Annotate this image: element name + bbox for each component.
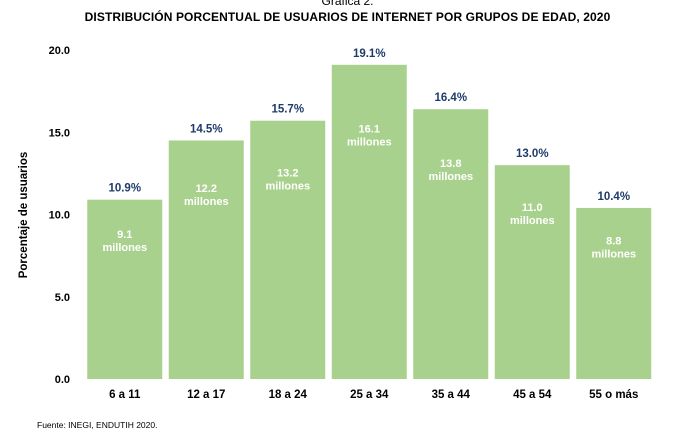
bar-inner-value: 12.2 xyxy=(196,183,217,195)
bars: 10.9%9.1millones14.5%12.2millones15.7%13… xyxy=(87,48,652,380)
bar-value-label: 19.1% xyxy=(353,48,386,60)
y-tick-label: 15.0 xyxy=(49,127,70,139)
bar-inner-value: 13.8 xyxy=(440,158,461,170)
bar-inner-value: 16.1 xyxy=(359,123,380,135)
bar-value-label: 10.9% xyxy=(108,183,141,195)
bar-inner-value: 13.2 xyxy=(277,167,298,179)
bar-value-label: 14.5% xyxy=(190,123,223,135)
x-tick-label: 55 o más xyxy=(589,389,638,401)
y-tick-label: 0.0 xyxy=(55,374,70,386)
bar-inner-value: 11.0 xyxy=(522,202,543,214)
source-note: Fuente: INEGI, ENDUTIH 2020. xyxy=(37,420,158,430)
bar-value-label: 10.4% xyxy=(597,191,630,203)
chart-title: DISTRIBUCIÓN PORCENTUAL DE USUARIOS DE I… xyxy=(84,10,611,24)
y-axis-ticks: 0.0 5.0 10.0 15.0 20.0 xyxy=(49,45,70,386)
y-tick-label: 20.0 xyxy=(49,45,70,57)
x-tick-label: 12 a 17 xyxy=(187,389,225,401)
bar-inner-unit: millones xyxy=(510,215,555,227)
chart-supertitle: Gráfica 2. xyxy=(321,0,374,8)
bar xyxy=(494,165,570,379)
x-tick-label: 18 a 24 xyxy=(269,389,308,401)
bar xyxy=(168,140,244,379)
bar xyxy=(576,207,652,379)
x-tick-label: 35 a 44 xyxy=(432,389,471,401)
bar-inner-unit: millones xyxy=(591,249,636,261)
bar-inner-unit: millones xyxy=(265,180,310,192)
y-tick-label: 10.0 xyxy=(49,210,70,222)
x-tick-label: 6 a 11 xyxy=(109,389,141,401)
bar-inner-unit: millones xyxy=(184,196,229,208)
bar xyxy=(331,64,407,380)
bar-inner-value: 8.8 xyxy=(606,236,621,248)
x-axis-ticks: 6 a 11 12 a 17 18 a 24 25 a 34 35 a 44 45 a 5… xyxy=(109,389,638,401)
bar-value-label: 16.4% xyxy=(434,92,467,104)
x-tick-label: 45 a 54 xyxy=(513,389,552,401)
bar-inner-value: 9.1 xyxy=(117,229,132,241)
bar-value-label: 13.0% xyxy=(516,148,549,160)
bar xyxy=(413,109,489,379)
y-tick-label: 5.0 xyxy=(55,292,70,304)
bar xyxy=(87,199,163,379)
bar-inner-unit: millones xyxy=(102,242,147,254)
bar-value-label: 15.7% xyxy=(271,104,304,116)
x-tick-label: 25 a 34 xyxy=(350,389,389,401)
bar xyxy=(250,120,326,380)
bar-inner-unit: millones xyxy=(347,136,392,148)
bar-inner-unit: millones xyxy=(428,171,473,183)
